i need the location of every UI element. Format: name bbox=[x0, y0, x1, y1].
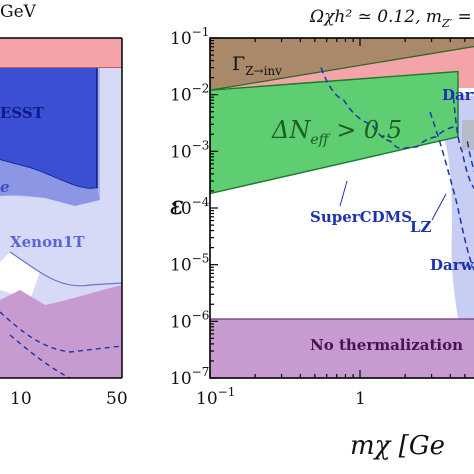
label-no-thermalization: No thermalization bbox=[310, 336, 463, 354]
curve-lz bbox=[452, 97, 474, 190]
left-dashed-curve-2 bbox=[9, 334, 71, 378]
y-tick-label: 10−2 bbox=[170, 82, 209, 106]
left-dashed-curve-1 bbox=[0, 311, 122, 353]
y-tick-labels: 10−1 10−2 10−3 10−4 10−5 10−6 10−7 bbox=[170, 25, 210, 389]
region-delta-neff bbox=[210, 70, 459, 195]
label-darw-bottom: Darw bbox=[430, 256, 474, 274]
pointer-supercdms bbox=[339, 180, 348, 207]
left-x-tick-50: 50 bbox=[106, 389, 128, 409]
curve-supercdms bbox=[320, 67, 459, 150]
y-tick-label: 10−6 bbox=[170, 308, 209, 332]
region-gamma-z-inv bbox=[210, 38, 474, 91]
y-tick-label: 10−3 bbox=[170, 138, 209, 162]
left-panel: GeV ESST e Xenon1T 10 50 bbox=[0, 2, 128, 409]
right-title: Ωχh² ≃ 0.12, mZ′ = bbox=[309, 7, 472, 30]
left-x-tick-10: 10 bbox=[10, 389, 32, 409]
label-lz: LZ bbox=[410, 218, 432, 236]
label-supercdms: SuperCDMS bbox=[310, 208, 412, 226]
y-tick-label: 10−5 bbox=[170, 252, 209, 276]
curve-right-edge bbox=[429, 111, 474, 271]
left-region-e bbox=[0, 160, 100, 206]
label-gamma-z-inv: ΓZ→inv bbox=[232, 53, 282, 78]
label-delta-neff: ΔNeff > 0.5 bbox=[271, 116, 402, 148]
left-label-xenon1t: Xenon1T bbox=[10, 233, 85, 251]
left-xenon-boundary bbox=[9, 251, 122, 287]
left-header-fragment: GeV bbox=[0, 2, 37, 22]
pointer-lz bbox=[431, 193, 447, 221]
left-label-esst: ESST bbox=[0, 104, 45, 122]
x-tick-label: 10−1 bbox=[196, 385, 235, 409]
left-region-purple bbox=[0, 285, 122, 378]
left-region-esst bbox=[0, 68, 97, 189]
axis-ticks bbox=[209, 37, 466, 379]
region-grey-patch bbox=[462, 120, 474, 150]
left-label-e: e bbox=[0, 178, 10, 196]
x-tick-labels: 10−1 1 bbox=[196, 385, 366, 409]
y-axis-label: ε bbox=[170, 191, 184, 221]
y-tick-label: 10−4 bbox=[170, 195, 210, 219]
left-white-gap bbox=[0, 252, 40, 300]
left-region-pink bbox=[0, 38, 122, 68]
right-panel: Ωχh² ≃ 0.12, mZ′ = ΓZ→in bbox=[170, 7, 474, 461]
region-darw-light bbox=[392, 85, 474, 330]
y-tick-label: 10−7 bbox=[170, 365, 209, 389]
region-no-thermalization bbox=[210, 318, 474, 378]
x-axis-label: mχ [Ge bbox=[350, 431, 445, 461]
x-tick-label: 1 bbox=[355, 389, 366, 409]
label-darw-top: Darw bbox=[442, 86, 474, 104]
y-tick-label: 10−1 bbox=[170, 25, 209, 49]
